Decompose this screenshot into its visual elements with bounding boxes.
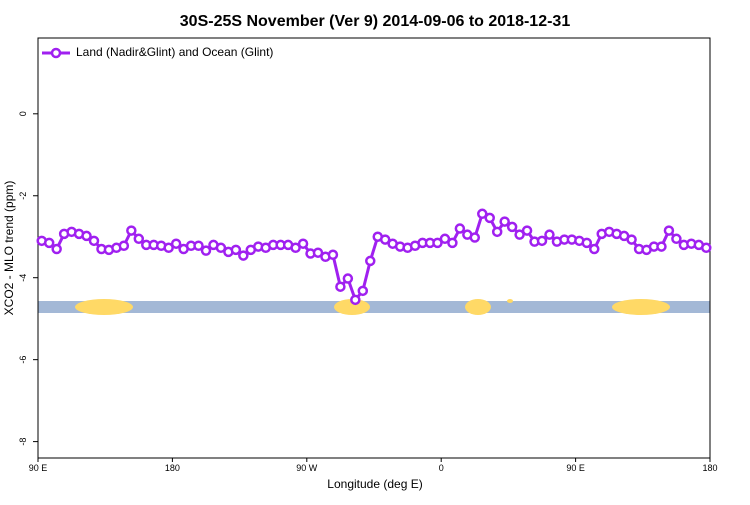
x-tick-label: 0 bbox=[439, 463, 444, 473]
data-point bbox=[499, 216, 510, 227]
data-point bbox=[663, 225, 675, 236]
land-patch bbox=[507, 299, 513, 303]
data-point bbox=[290, 242, 301, 254]
data-point bbox=[163, 242, 174, 254]
chart-title: 30S-25S November (Ver 9) 2014-09-06 to 2… bbox=[180, 13, 571, 30]
x-tick-label: 90 E bbox=[29, 463, 48, 473]
data-point bbox=[193, 240, 204, 251]
data-point bbox=[439, 233, 451, 245]
data-point bbox=[506, 221, 518, 233]
x-tick-label: 90 W bbox=[296, 463, 318, 473]
y-tick-label: -4 bbox=[18, 274, 28, 282]
data-point bbox=[81, 230, 92, 242]
x-axis-label: Longitude (deg E) bbox=[327, 477, 422, 491]
land-patch bbox=[334, 299, 370, 315]
data-point bbox=[469, 232, 481, 243]
data-point bbox=[51, 243, 62, 255]
data-point bbox=[200, 245, 212, 256]
y-tick-label: -2 bbox=[18, 192, 28, 200]
legend-label: Land (Nadir&Glint) and Ocean (Glint) bbox=[76, 45, 273, 59]
y-tick-label: 0 bbox=[18, 111, 28, 116]
data-point bbox=[238, 250, 249, 261]
data-point bbox=[118, 240, 130, 251]
data-point bbox=[656, 241, 667, 252]
data-point bbox=[350, 294, 361, 306]
land-patch bbox=[75, 299, 133, 315]
surface-band bbox=[38, 299, 710, 315]
y-axis-label: XCO2 - MLO trend (ppm) bbox=[2, 181, 16, 316]
data-point bbox=[701, 242, 712, 254]
data-point bbox=[536, 235, 548, 247]
data-point bbox=[126, 225, 137, 236]
data-point bbox=[581, 237, 593, 249]
data-point bbox=[342, 273, 354, 284]
data-point bbox=[589, 243, 600, 255]
data-point bbox=[365, 255, 376, 267]
ocean-band bbox=[38, 301, 710, 313]
data-point bbox=[379, 234, 391, 245]
x-tick-label: 180 bbox=[702, 463, 717, 473]
data-point bbox=[484, 212, 495, 224]
data-point bbox=[454, 223, 466, 234]
y-tick-label: -6 bbox=[18, 356, 28, 364]
y-tick-label: -8 bbox=[18, 438, 28, 446]
data-point bbox=[626, 234, 637, 245]
legend-marker bbox=[50, 47, 62, 59]
x-tick-label: 90 E bbox=[566, 463, 585, 473]
data-point bbox=[671, 233, 682, 245]
data-point bbox=[432, 237, 443, 249]
data-point bbox=[544, 229, 555, 240]
land-patch bbox=[465, 299, 491, 315]
data-point bbox=[327, 249, 339, 261]
data-point bbox=[215, 242, 227, 254]
land-patch bbox=[612, 299, 670, 315]
x-tick-label: 180 bbox=[165, 463, 180, 473]
data-point bbox=[514, 229, 525, 240]
data-point bbox=[477, 208, 488, 220]
data-point bbox=[312, 247, 324, 258]
data-point bbox=[133, 233, 145, 245]
data-point bbox=[88, 235, 100, 247]
data-point bbox=[357, 285, 369, 297]
data-point bbox=[335, 281, 346, 292]
data-point bbox=[521, 225, 533, 236]
data-point bbox=[447, 237, 458, 249]
data-point bbox=[491, 226, 503, 238]
data-point bbox=[170, 238, 182, 249]
data-point bbox=[230, 244, 242, 256]
data-point bbox=[43, 237, 55, 249]
data-line bbox=[41, 211, 707, 303]
data-point bbox=[297, 238, 309, 249]
